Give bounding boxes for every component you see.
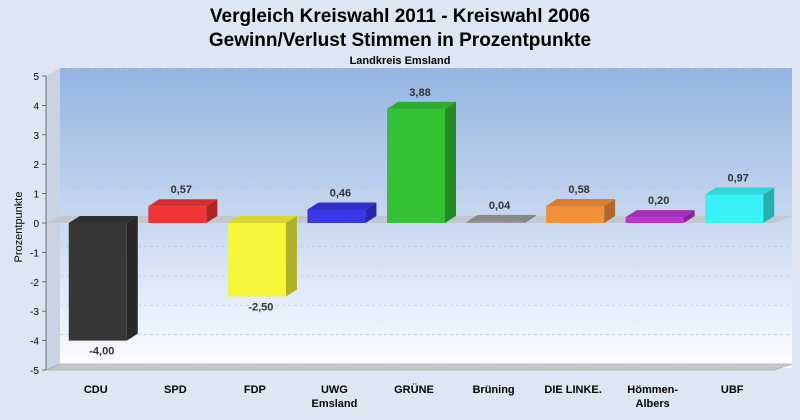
x-tick-label: DIE LINKE.: [544, 384, 601, 396]
bar: [466, 221, 525, 223]
y-tick-label: -4: [30, 337, 39, 348]
bar-side: [206, 199, 218, 223]
x-tick-label: Hömmen-: [627, 384, 678, 396]
data-label: 0,97: [728, 172, 749, 184]
chart-titles: Vergleich Kreiswahl 2011 - Kreiswahl 200…: [209, 6, 591, 67]
bar-side: [445, 101, 456, 223]
bar-top: [68, 216, 138, 223]
bar-top: [227, 216, 297, 223]
bar-side: [604, 198, 616, 223]
y-tick-label: -3: [30, 307, 39, 318]
data-label: 0,04: [489, 200, 511, 212]
data-label: 0,58: [568, 184, 589, 196]
bar-side: [683, 210, 695, 223]
plot-side-wall: [46, 68, 60, 370]
chart-title-line-1: Vergleich Kreiswahl 2011 - Kreiswahl 200…: [210, 6, 590, 27]
data-label: 0,46: [330, 187, 351, 199]
bar-top: [466, 214, 536, 222]
x-tick-label: Albers: [636, 398, 670, 410]
bar-group: [546, 198, 616, 223]
bar: [625, 217, 684, 223]
bar-side: [126, 216, 138, 341]
y-tick-label: 3: [33, 131, 39, 142]
bar-group: [227, 216, 297, 297]
x-tick-label: GRÜNE: [394, 383, 434, 396]
plot-area: 5 4 3 2 1 0 -1 -2 -3 -4 -5 -4,00 CDU 0,57 SPD -2,50 FDP 0…: [30, 68, 793, 410]
y-tick-label: 4: [33, 101, 39, 112]
y-tick-label: 0: [33, 219, 39, 230]
bar-group: [705, 187, 775, 223]
bar: [68, 223, 127, 341]
x-tick-label: Emsland: [312, 398, 358, 410]
x-tick-label: Brüning: [472, 384, 514, 396]
y-tick-label: -5: [30, 366, 39, 377]
bar-group: [68, 216, 138, 341]
bar: [705, 194, 764, 223]
bar-top: [387, 101, 456, 109]
y-tick-label: 5: [33, 72, 39, 83]
chart-subtitle: Landkreis Emsland: [350, 55, 451, 67]
data-label: -4,00: [89, 346, 114, 358]
plot-floor: [45, 363, 793, 371]
data-label: 3,88: [409, 87, 430, 99]
bar-top: [625, 210, 695, 218]
y-tick-label: -1: [30, 248, 39, 259]
bar-group: [625, 210, 695, 223]
y-tick-label: 1: [33, 190, 39, 201]
data-label: 0,57: [171, 184, 192, 196]
bar: [307, 209, 366, 223]
bar-side: [365, 202, 377, 223]
x-tick-label: SPD: [164, 384, 187, 396]
data-label: -2,50: [248, 302, 273, 314]
data-label: 0,20: [648, 195, 669, 207]
y-axis-label: Prozentpunkte: [13, 192, 25, 263]
bar-side: [285, 216, 297, 297]
x-tick-label: UWG: [321, 384, 348, 396]
bar: [387, 108, 445, 223]
bar: [148, 206, 207, 223]
bar-group: [148, 199, 218, 223]
bar-side: [763, 187, 775, 223]
bar-top: [148, 199, 218, 207]
bar-top: [546, 198, 616, 206]
bar: [546, 205, 605, 223]
x-tick-label: CDU: [84, 384, 108, 396]
bar-side: [524, 214, 536, 223]
x-tick-label: FDP: [244, 384, 266, 396]
y-tick-label: -2: [30, 278, 39, 289]
x-tick-label: UBF: [721, 384, 744, 396]
bar-top: [307, 202, 377, 210]
y-tick-label: 2: [33, 160, 39, 171]
bar-group: [466, 214, 536, 223]
bar: [227, 223, 286, 297]
chart-title-line-2: Gewinn/Verlust Stimmen in Prozentpunkte: [209, 30, 591, 51]
bar-group: [387, 101, 456, 223]
bar-top: [705, 187, 775, 195]
bar-group: [307, 202, 377, 223]
